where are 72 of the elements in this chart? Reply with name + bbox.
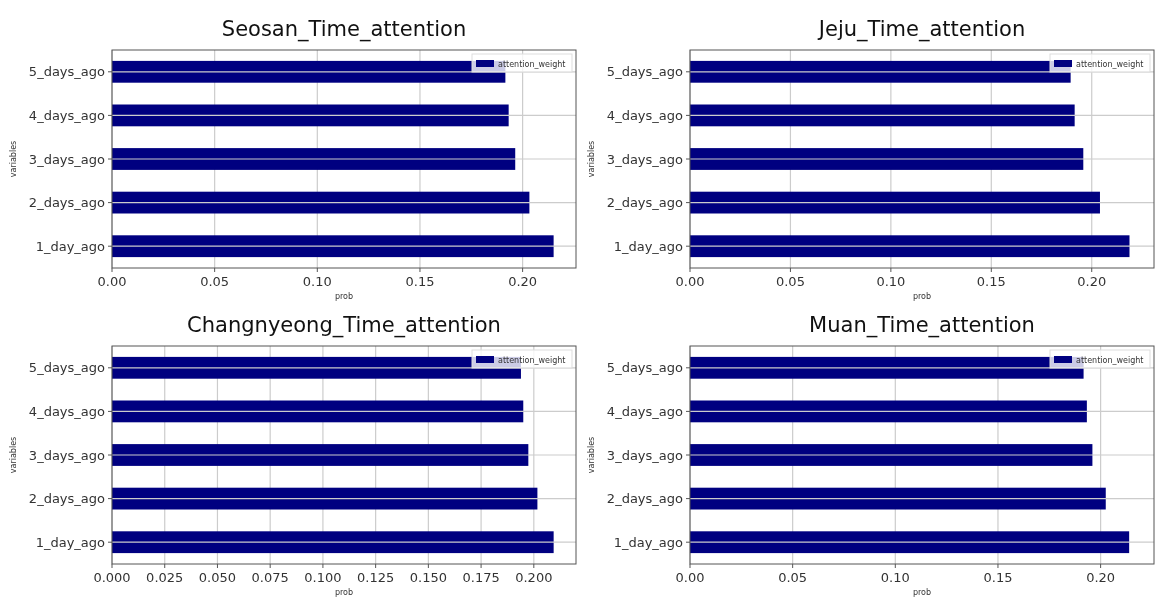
y-tick-label: 4_days_ago — [606, 403, 684, 419]
x-tick-label: 0.000 — [93, 570, 131, 585]
x-tick-label: 0.15 — [983, 570, 1013, 585]
x-tick-label: 0.20 — [508, 274, 538, 289]
bar — [112, 235, 554, 258]
y-axis-title: variables — [9, 436, 18, 474]
y-tick-label: 1_day_ago — [35, 238, 106, 254]
bar — [112, 148, 516, 170]
x-tick-label: 0.025 — [146, 570, 184, 585]
x-tick-label: 0.20 — [1077, 274, 1107, 289]
bar — [112, 191, 530, 214]
bar — [690, 148, 1084, 170]
x-tick-label: 0.175 — [462, 570, 500, 585]
x-tick-label: 0.100 — [304, 570, 342, 585]
x-tick-label: 0.20 — [1086, 570, 1116, 585]
bar — [690, 104, 1075, 127]
y-tick-label: 5_days_ago — [28, 64, 106, 80]
y-tick-label: 5_days_ago — [606, 360, 684, 376]
bar — [112, 104, 509, 127]
bar — [112, 487, 538, 510]
y-tick-label: 5_days_ago — [28, 360, 106, 376]
bar — [690, 235, 1130, 258]
bar — [112, 444, 529, 466]
x-tick-label: 0.10 — [880, 570, 910, 585]
x-tick-label: 0.00 — [97, 274, 127, 289]
y-tick-label: 3_days_ago — [606, 151, 684, 167]
legend-label: attention_weight — [498, 356, 566, 365]
y-tick-label: 1_day_ago — [35, 534, 106, 550]
y-tick-label: 3_days_ago — [28, 447, 106, 463]
chart-title: Seosan_Time_attention — [221, 17, 467, 42]
y-axis-title: variables — [587, 140, 596, 178]
x-tick-label: 0.200 — [515, 570, 553, 585]
x-tick-label: 0.10 — [302, 274, 332, 289]
y-tick-label: 2_days_ago — [28, 195, 106, 211]
chart-title: Muan_Time_attention — [809, 313, 1035, 338]
x-axis-title: prob — [334, 588, 354, 597]
y-tick-label: 2_days_ago — [606, 491, 684, 507]
chart-title: Changnyeong_Time_attention — [187, 313, 501, 338]
legend-label: attention_weight — [498, 60, 566, 69]
bar — [112, 400, 524, 423]
x-tick-label: 0.00 — [675, 570, 705, 585]
y-tick-label: 2_days_ago — [606, 195, 684, 211]
y-tick-label: 3_days_ago — [28, 151, 106, 167]
y-tick-label: 4_days_ago — [28, 403, 106, 419]
bar — [112, 531, 554, 554]
x-tick-label: 0.125 — [357, 570, 395, 585]
x-tick-label: 0.10 — [876, 274, 906, 289]
legend-label: attention_weight — [1076, 60, 1144, 69]
legend-label: attention_weight — [1076, 356, 1144, 365]
x-tick-label: 0.00 — [675, 274, 705, 289]
x-axis-title: prob — [334, 292, 354, 301]
x-tick-label: 0.050 — [198, 570, 237, 585]
x-tick-label: 0.075 — [251, 570, 289, 585]
x-axis-title: prob — [912, 292, 932, 301]
x-axis-title: prob — [912, 588, 932, 597]
chart-title: Jeju_Time_attention — [816, 17, 1026, 42]
x-tick-label: 0.150 — [409, 570, 447, 585]
y-tick-label: 4_days_ago — [28, 107, 106, 123]
x-tick-label: 0.15 — [405, 274, 435, 289]
y-tick-label: 2_days_ago — [28, 491, 106, 507]
x-tick-label: 0.05 — [775, 274, 805, 289]
x-tick-label: 0.15 — [976, 274, 1006, 289]
y-tick-label: 5_days_ago — [606, 64, 684, 80]
y-axis-title: variables — [587, 436, 596, 474]
y-tick-label: 4_days_ago — [606, 107, 684, 123]
y-tick-label: 1_day_ago — [613, 238, 684, 254]
bar — [690, 191, 1100, 214]
x-tick-label: 0.05 — [200, 274, 230, 289]
y-tick-label: 3_days_ago — [606, 447, 684, 463]
y-axis-title: variables — [9, 140, 18, 178]
x-tick-label: 0.05 — [778, 570, 808, 585]
y-tick-label: 1_day_ago — [613, 534, 684, 550]
